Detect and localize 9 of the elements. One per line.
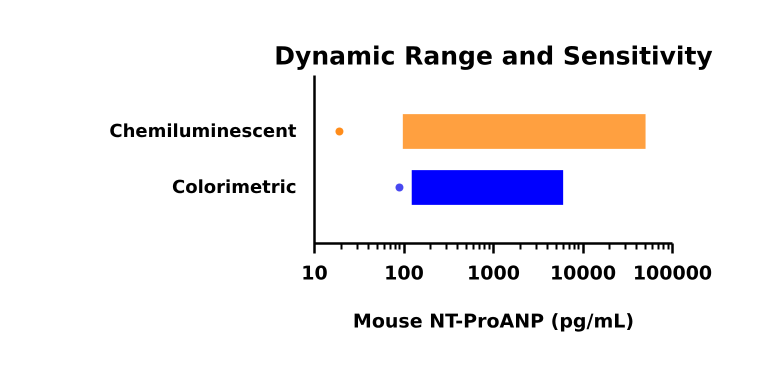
x-tick-label: 10 bbox=[301, 262, 328, 284]
y-tick-label: Chemiluminescent bbox=[109, 121, 297, 142]
chart-title: Dynamic Range and Sensitivity bbox=[274, 42, 713, 70]
y-tick-label: Colorimetric bbox=[172, 177, 297, 198]
x-tick-label: 100000 bbox=[632, 262, 712, 284]
x-axis-title: Mouse NT-ProANP (pg/mL) bbox=[352, 310, 634, 332]
x-tick-label: 1000 bbox=[467, 262, 520, 284]
x-tick-label: 100 bbox=[384, 262, 424, 284]
x-tick-label: 10000 bbox=[550, 262, 616, 284]
